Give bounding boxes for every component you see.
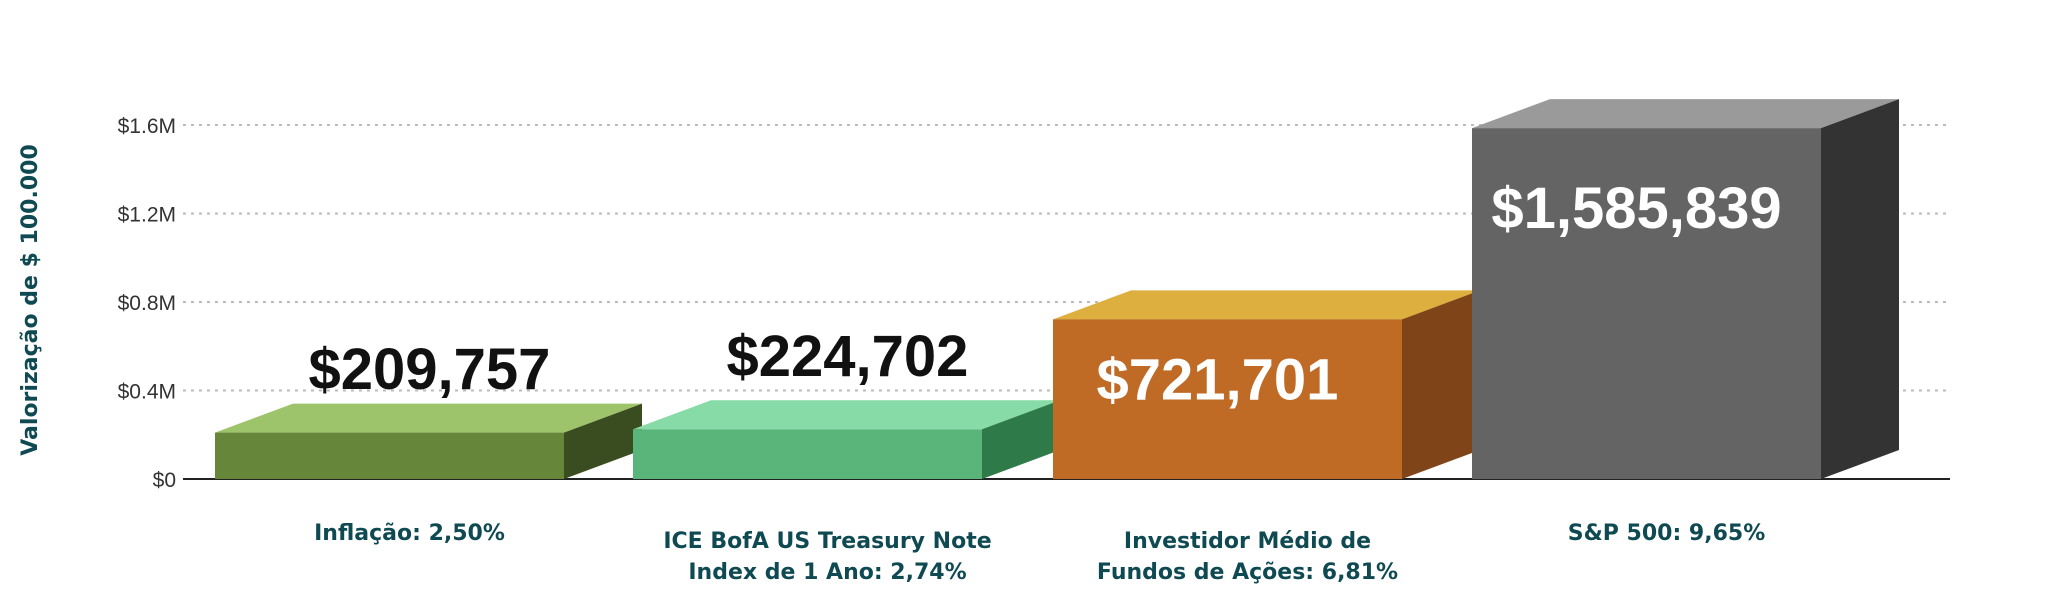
bar-front-face <box>1472 128 1821 479</box>
bar-1 <box>215 403 642 479</box>
data-label: $224,702 <box>727 324 969 389</box>
y-axis-label: Valorização de $ 100.000 <box>18 144 43 456</box>
y-tick-label: $0 <box>153 469 176 492</box>
bar-2 <box>633 400 1060 479</box>
y-tick-label: $0.4M <box>118 381 176 404</box>
x-category-label: Investidor Médio de <box>1124 529 1371 554</box>
y-tick-label: $1.6M <box>118 115 176 138</box>
bar-4 <box>1472 99 1899 479</box>
y-tick-label: $0.8M <box>118 292 176 315</box>
bar-3 <box>1053 290 1480 479</box>
bar-top-face <box>1472 99 1899 129</box>
x-category-label: ICE BofA US Treasury Note <box>663 529 991 554</box>
data-label: $1,585,839 <box>1491 176 1781 241</box>
bar-side-face <box>1402 290 1480 479</box>
x-category-label: Inflação: 2,50% <box>314 521 505 546</box>
x-category-label: Fundos de Ações: 6,81% <box>1097 560 1398 585</box>
bar-side-face <box>564 403 642 479</box>
bar-top-face <box>215 403 642 433</box>
y-tick-label: $1.2M <box>118 204 176 227</box>
bar-front-face <box>1053 319 1402 479</box>
bar-side-face <box>982 400 1060 479</box>
bar-front-face <box>633 429 982 479</box>
bar-top-face <box>1053 290 1480 320</box>
bar-side-face <box>1821 99 1899 479</box>
x-category-label: Index de 1 Ano: 2,74% <box>688 560 966 585</box>
data-label: $721,701 <box>1097 347 1339 412</box>
data-label: $209,757 <box>309 337 551 402</box>
bar-front-face <box>215 432 564 479</box>
x-category-label: S&P 500: 9,65% <box>1568 521 1766 546</box>
bar-top-face <box>633 400 1060 430</box>
